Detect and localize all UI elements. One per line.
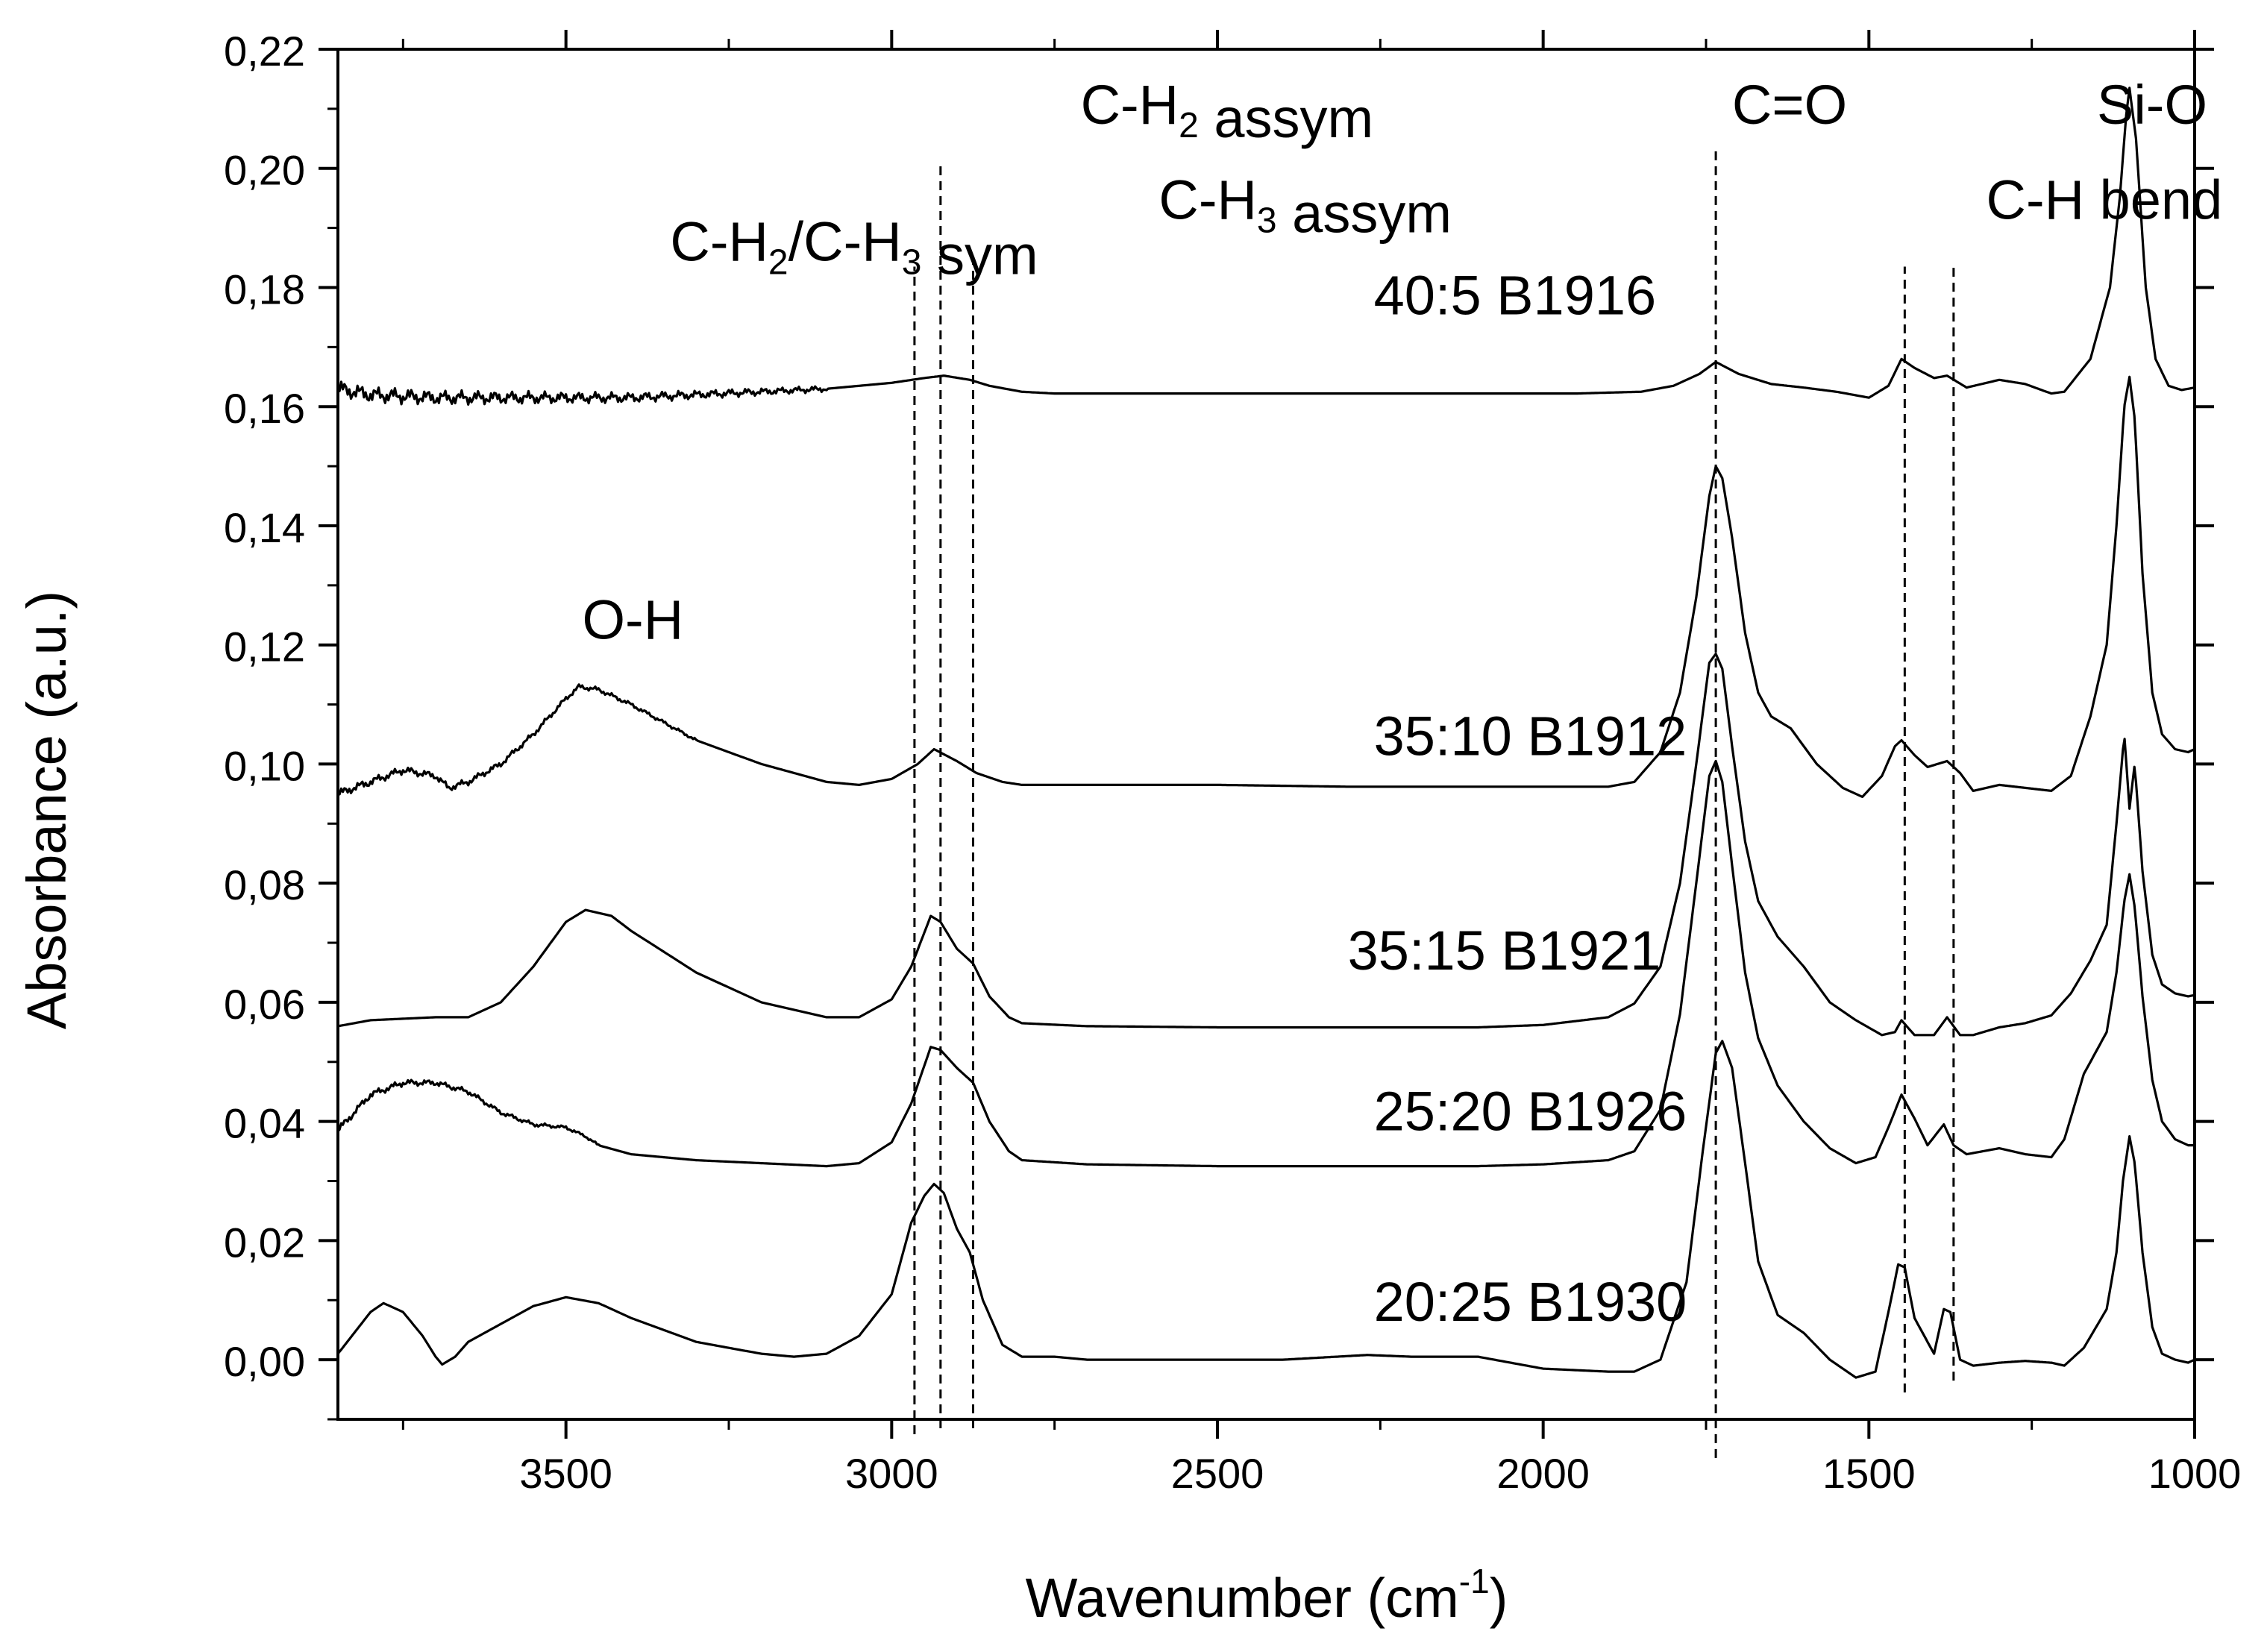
- annotation-text: Si-O: [2097, 74, 2207, 136]
- y-tick-label: 0,16: [224, 385, 305, 432]
- annotation-subscript: 2: [768, 243, 788, 283]
- y-tick-label: 0,10: [224, 742, 305, 789]
- peak-annotation: C-H2 assym: [1081, 74, 1374, 149]
- x-tick-label: 3500: [519, 1450, 612, 1497]
- series-line: [337, 87, 2195, 406]
- y-tick-label: 0,22: [224, 28, 305, 75]
- x-tick-label: 1000: [2148, 1450, 2242, 1497]
- y-tick-label: 0,06: [224, 981, 305, 1028]
- annotation-text: C-H: [670, 211, 768, 273]
- x-tick-label: 2000: [1496, 1450, 1590, 1497]
- x-tick-label: 2500: [1171, 1450, 1264, 1497]
- series-line: [336, 1040, 2195, 1379]
- annotation-text: C-H: [1158, 169, 1257, 231]
- y-axis-title: Absorbance (a.u.): [16, 591, 78, 1029]
- y-tick-label: 0,04: [224, 1100, 305, 1147]
- series-label: 25:20 B1926: [1374, 1081, 1687, 1143]
- series-line: [337, 653, 2195, 1037]
- peak-annotation: C-H3 assym: [1158, 169, 1452, 245]
- y-tick-label: 0,12: [224, 624, 305, 670]
- annotation-subscript: 3: [1257, 201, 1277, 241]
- y-tick-label: 0,02: [224, 1219, 305, 1266]
- series-labels: 40:5 B1916 35:10 B1912 35:15 B1921 25:20 B1…: [1348, 264, 1687, 1333]
- y-tick-label: 0,00: [224, 1338, 305, 1385]
- peak-annotation: Si-O: [2097, 74, 2207, 136]
- plot-border: [336, 48, 2196, 1421]
- peak-annotation: C-H2/C-H3 sym: [670, 211, 1038, 286]
- x-axis-title-end: ): [1490, 1567, 1508, 1629]
- series-label: 35:15 B1921: [1348, 920, 1661, 982]
- peak-annotation: O-H: [583, 589, 684, 651]
- annotation-subscript: 3: [902, 243, 922, 283]
- series-line: [337, 375, 2195, 798]
- y-tick-label: 0,20: [224, 147, 305, 194]
- x-axis-title-main: Wavenumber (cm: [1026, 1567, 1459, 1629]
- y-tick-label: 0,08: [224, 861, 305, 908]
- x-axis-title: Wavenumber (cm-1): [1026, 1562, 1508, 1629]
- y-tick-label: 0,18: [224, 266, 305, 313]
- series-label: 35:10 B1912: [1374, 705, 1687, 767]
- x-tick-label: 1500: [1822, 1450, 1916, 1497]
- annotation-text: O-H: [583, 589, 684, 651]
- series-lines: [336, 87, 2195, 1379]
- y-tick-label: 0,14: [224, 504, 305, 551]
- peak-annotation: C=O: [1732, 74, 1847, 136]
- annotation-subscript: 2: [1179, 106, 1199, 145]
- peak-annotation: C-H bend: [1987, 169, 2223, 231]
- annotation-text: C-H: [1081, 74, 1179, 136]
- annotation-text: assym: [1199, 87, 1373, 149]
- axis-ticks: [319, 30, 2214, 1439]
- annotation-text: C-H bend: [1987, 169, 2223, 231]
- plot-frame: [336, 48, 2196, 1421]
- series-label: 20:25 B1930: [1374, 1271, 1687, 1333]
- tick-labels: 0,00 0,02 0,04 0,06 0,08 0,10 0,12 0,14 0,16 0,18…: [224, 28, 2241, 1497]
- annotation-text: /C-H: [788, 211, 902, 273]
- x-tick-label: 3000: [845, 1450, 938, 1497]
- reference-lines: [913, 147, 1955, 1458]
- annotation-text: sym: [921, 224, 1038, 286]
- series-line: [336, 759, 2195, 1168]
- annotation-text: C=O: [1732, 74, 1847, 136]
- series-label: 40:5 B1916: [1374, 264, 1657, 326]
- annotation-text: assym: [1277, 183, 1452, 245]
- x-axis-title-superscript: -1: [1459, 1562, 1490, 1601]
